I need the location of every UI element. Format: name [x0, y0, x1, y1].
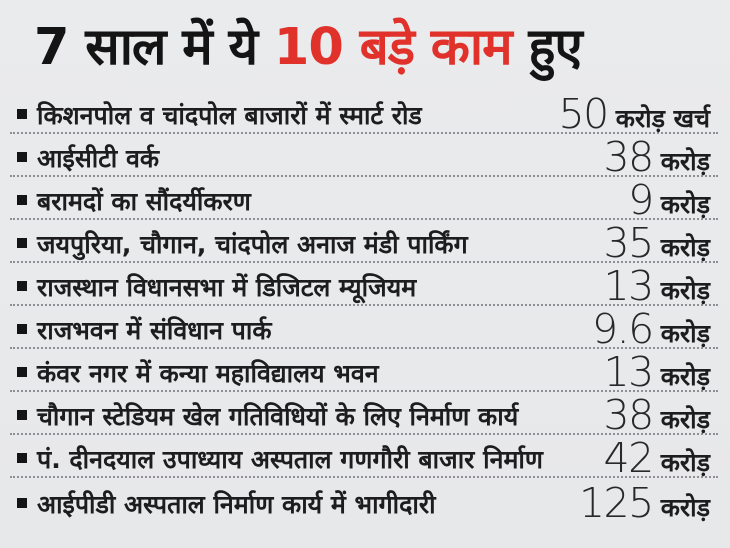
- work-row: आईसीटी वर्क 38 करोड़: [10, 133, 718, 182]
- work-value: 50 करोड़ खर्च: [558, 90, 718, 139]
- work-label: राजभवन में संविधान पार्क: [37, 315, 272, 345]
- bullet-square-icon: [17, 109, 27, 120]
- work-value: 42 करोड़: [603, 434, 718, 483]
- work-amount: 42: [603, 434, 655, 483]
- work-amount: 9: [628, 176, 654, 225]
- headline-highlight: 10 बड़े काम: [273, 18, 513, 77]
- work-unit: करोड़: [660, 275, 710, 305]
- work-value: 13 करोड़: [603, 348, 718, 397]
- work-unit: करोड़: [660, 318, 710, 348]
- work-unit: करोड़: [660, 232, 710, 262]
- work-amount: 125: [578, 479, 654, 528]
- work-value: 9 करोड़: [628, 176, 718, 225]
- work-value: 13 करोड़: [603, 262, 718, 311]
- bullet-square-icon: [17, 152, 27, 163]
- work-unit: करोड़: [660, 447, 710, 477]
- work-label: आईसीटी वर्क: [37, 143, 160, 173]
- headline-part1: 7 साल में ये: [34, 18, 274, 77]
- work-amount: 38: [603, 391, 655, 440]
- works-list: किशनपोल व चांदपोल बाजारों में स्मार्ट रो…: [10, 90, 718, 528]
- bullet-square-icon: [17, 453, 27, 464]
- bullet-square-icon: [17, 281, 27, 292]
- work-label: कंवर नगर में कन्या महाविद्यालय भवन: [37, 358, 379, 388]
- work-value: 38 करोड़: [603, 133, 718, 182]
- work-unit: करोड़: [660, 361, 710, 391]
- bullet-square-icon: [17, 410, 27, 421]
- work-row: किशनपोल व चांदपोल बाजारों में स्मार्ट रो…: [10, 90, 718, 139]
- bullet-square-icon: [17, 324, 27, 335]
- work-amount: 38: [603, 133, 655, 182]
- work-unit: करोड़: [660, 492, 710, 522]
- work-row: पं. दीनदयाल उपाध्याय अस्पताल गणगौरी बाजा…: [10, 434, 718, 483]
- work-row: चौगान स्टेडियम खेल गतिविधियों के लिए निर…: [10, 391, 718, 440]
- work-amount: 35: [603, 219, 655, 268]
- work-unit: करोड़ खर्च: [615, 103, 710, 133]
- work-row: राजभवन में संविधान पार्क 9.6 करोड़: [10, 305, 718, 354]
- work-row: जयपुरिया, चौगान, चांदपोल अनाज मंडी पार्क…: [10, 219, 718, 268]
- work-value: 38 करोड़: [603, 391, 718, 440]
- work-value: 9.6 करोड़: [592, 305, 718, 354]
- work-label: आईपीडी अस्पताल निर्माण कार्य में भागीदार…: [37, 489, 436, 519]
- work-label: पं. दीनदयाल उपाध्याय अस्पताल गणगौरी बाजा…: [37, 444, 543, 474]
- work-row: बरामदों का सौंदर्यीकरण 9 करोड़: [10, 176, 718, 225]
- bullet-square-icon: [17, 498, 27, 509]
- work-unit: करोड़: [660, 404, 710, 434]
- work-unit: करोड़: [660, 146, 710, 176]
- work-label: किशनपोल व चांदपोल बाजारों में स्मार्ट रो…: [37, 100, 422, 130]
- work-amount: 13: [603, 348, 655, 397]
- bullet-square-icon: [17, 238, 27, 249]
- headline-part2: हुए: [511, 18, 582, 77]
- bullet-square-icon: [17, 195, 27, 206]
- work-label: चौगान स्टेडियम खेल गतिविधियों के लिए निर…: [37, 401, 519, 431]
- work-row: राजस्थान विधानसभा में डिजिटल म्यूजियम 13…: [10, 262, 718, 311]
- work-unit: करोड़: [660, 189, 710, 219]
- work-amount: 13: [603, 262, 655, 311]
- bullet-square-icon: [17, 367, 27, 378]
- work-label: राजस्थान विधानसभा में डिजिटल म्यूजियम: [37, 272, 417, 302]
- work-value: 125 करोड़: [578, 479, 718, 528]
- work-label: जयपुरिया, चौगान, चांदपोल अनाज मंडी पार्क…: [37, 229, 468, 259]
- work-row: कंवर नगर में कन्या महाविद्यालय भवन 13 कर…: [10, 348, 718, 397]
- work-amount: 9.6: [592, 305, 654, 354]
- headline: 7 साल में ये 10 बड़े काम हुए: [10, 8, 718, 91]
- work-row: आईपीडी अस्पताल निर्माण कार्य में भागीदार…: [10, 478, 718, 528]
- work-label: बरामदों का सौंदर्यीकरण: [37, 186, 251, 216]
- work-value: 35 करोड़: [603, 219, 718, 268]
- work-amount: 50: [558, 90, 610, 139]
